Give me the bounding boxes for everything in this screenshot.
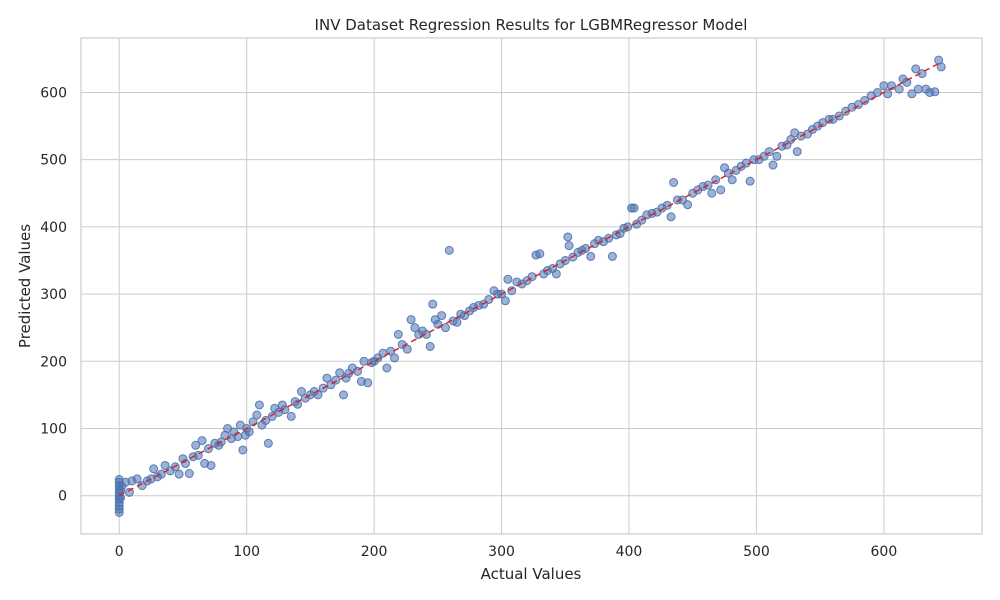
scatter-point [382, 363, 392, 373]
scatter-point [507, 286, 517, 296]
scatter-point [339, 390, 349, 400]
scatter-point [930, 87, 940, 97]
scatter-point [629, 203, 639, 213]
scatter-point [363, 378, 373, 388]
scatter-point [238, 445, 248, 455]
x-tick-label: 100 [233, 544, 260, 560]
scatter-point [296, 387, 306, 397]
scatter-point [244, 427, 254, 437]
x-tick-label: 400 [616, 544, 643, 560]
y-tick-label: 400 [40, 220, 67, 236]
scatter-point [936, 62, 946, 72]
scatter-point [390, 353, 400, 363]
scatter-point [293, 399, 303, 409]
scatter-point [586, 251, 596, 261]
x-tick-label: 300 [488, 544, 515, 560]
scatter-point [149, 464, 159, 474]
x-tick-label: 500 [743, 544, 770, 560]
scatter-point [132, 474, 142, 484]
scatter-point [286, 411, 296, 421]
y-axis-label: Predicted Values [16, 224, 34, 348]
x-axis-label: Actual Values [481, 565, 582, 583]
scatter-point [184, 469, 194, 479]
scatter-point [124, 487, 134, 497]
scatter-point [322, 373, 332, 383]
scatter-point [160, 460, 170, 470]
scatter-point [428, 299, 438, 309]
scatter-point [440, 323, 450, 333]
scatter-point [252, 410, 262, 420]
scatter-point [174, 469, 184, 479]
scatter-point [727, 175, 737, 185]
scatter-point [503, 274, 513, 284]
scatter-point [894, 84, 904, 94]
scatter-point [907, 89, 917, 99]
scatter-point [421, 329, 431, 339]
plot-frame [80, 37, 983, 535]
scatter-point [911, 64, 921, 74]
y-tick-label: 600 [40, 85, 67, 101]
y-tick-label: 300 [40, 287, 67, 303]
y-tick-label: 0 [58, 489, 67, 505]
scatter-point [402, 344, 412, 354]
scatter-point [707, 188, 717, 198]
scatter-point [437, 311, 447, 321]
chart-title: INV Dataset Regression Results for LGBMR… [315, 16, 748, 34]
scatter-point [745, 176, 755, 186]
y-tick-label: 200 [40, 354, 67, 370]
scatter-point [263, 438, 273, 448]
scatter-point [191, 440, 201, 450]
scatter-point [879, 81, 889, 91]
scatter-point [197, 436, 207, 446]
y-tick-label: 100 [40, 421, 67, 437]
identity-line [118, 61, 942, 497]
reference-line [118, 61, 942, 497]
scatter-point [564, 241, 574, 251]
scatter-point [500, 296, 510, 306]
scatter-point [563, 232, 573, 242]
x-tick-label: 200 [361, 544, 388, 560]
x-tick-label: 0 [115, 544, 124, 560]
scatter-point [206, 460, 216, 470]
y-axis-ticks: 0 100 200 300 400 500 600 [40, 85, 67, 504]
grid-lines [81, 38, 982, 534]
x-axis-ticks: 0 100 200 300 400 500 600 [115, 544, 897, 560]
scatter-point [406, 315, 416, 325]
y-tick-label: 500 [40, 153, 67, 169]
scatter-point [860, 96, 870, 106]
scatter-point [254, 400, 264, 410]
scatter-point [683, 200, 693, 210]
scatter-point [883, 89, 893, 99]
scatter-point [444, 245, 454, 255]
scatter-point [872, 87, 882, 97]
scatter-point [335, 368, 345, 378]
scatter-point [607, 251, 617, 261]
scatter-point [378, 348, 388, 358]
scatter-point [551, 269, 561, 279]
scatter-point [452, 317, 462, 327]
scatter-point [772, 151, 782, 161]
scatter-point [425, 341, 435, 351]
scatter-point [666, 212, 676, 222]
scatter-point [792, 147, 802, 157]
scatter-point [716, 185, 726, 195]
scatter-point [535, 249, 545, 259]
scatter-point [410, 323, 420, 333]
scatter-point [393, 329, 403, 339]
scatter-point [913, 84, 923, 94]
scatter-point [669, 177, 679, 187]
scatter-point [156, 469, 166, 479]
x-tick-label: 600 [871, 544, 898, 560]
scatter-point [359, 356, 369, 366]
scatter-point [768, 160, 778, 170]
